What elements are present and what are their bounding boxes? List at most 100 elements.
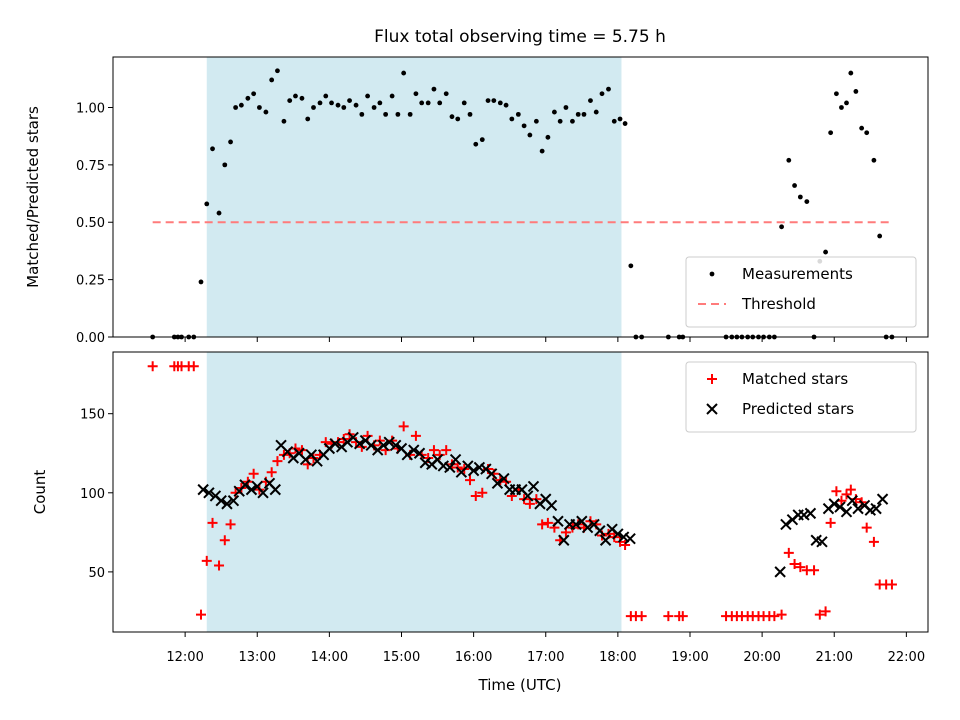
measurement-point xyxy=(823,249,828,255)
measurement-point xyxy=(299,95,305,101)
matched-point xyxy=(524,498,535,509)
x-tick-label: 15:00 xyxy=(383,650,420,665)
measurement-point xyxy=(779,224,784,230)
x-tick-label: 12:00 xyxy=(166,650,203,665)
legend-label: Predicted stars xyxy=(742,400,854,418)
matched-point xyxy=(831,486,842,497)
matched-point xyxy=(201,555,212,566)
predicted-point xyxy=(485,468,498,480)
measurement-point xyxy=(347,98,352,104)
matched-point xyxy=(441,445,452,456)
measurement-point xyxy=(611,118,617,124)
y-tick-label: 50 xyxy=(88,566,105,581)
x-tick-label: 22:00 xyxy=(888,650,925,665)
measurement-point xyxy=(281,118,287,124)
bottom-panel-legend: Matched stars Predicted stars xyxy=(685,361,917,433)
predicted-point xyxy=(390,439,402,452)
measurement-point xyxy=(275,68,280,74)
predicted-point xyxy=(852,502,864,515)
legend-label: Measurements xyxy=(742,265,853,283)
y-tick-label: 150 xyxy=(80,408,105,423)
x-axis-label: Time (UTC) xyxy=(478,676,562,694)
measurement-point xyxy=(455,116,461,122)
predicted-point xyxy=(444,461,456,474)
legend-marker xyxy=(706,403,718,415)
measurement-point xyxy=(251,91,257,97)
predicted-point xyxy=(491,477,504,490)
predicted-point xyxy=(449,453,462,466)
predicted-point xyxy=(834,501,846,513)
x-axis: 12:00 13:00 14:00 15:00 16:00 17:00 18:00 19:00… xyxy=(166,650,925,665)
measurement-point xyxy=(413,91,419,97)
measurement-point xyxy=(622,121,628,126)
y-tick-label: 0.50 xyxy=(76,216,105,231)
predicted-point xyxy=(215,494,227,507)
matched-point xyxy=(428,445,439,456)
measurement-point xyxy=(545,134,551,140)
measurement-point xyxy=(853,89,859,94)
measurement-point xyxy=(485,98,491,104)
matched-point xyxy=(266,467,277,478)
measurement-point xyxy=(228,139,233,145)
bottom-panel-y-axis-label: Count xyxy=(31,470,49,515)
y-tick-label: 0.25 xyxy=(76,274,105,289)
matched-point xyxy=(214,560,225,571)
x-tick-label: 19:00 xyxy=(671,650,708,665)
measurement-point xyxy=(467,111,473,117)
measurement-point xyxy=(848,70,854,76)
shaded-observing-span-top xyxy=(206,57,622,337)
measurement-point xyxy=(222,162,228,168)
measurement-point xyxy=(877,233,883,239)
predicted-point xyxy=(570,518,582,531)
matched-point xyxy=(207,517,218,528)
bottom-panel-counts: 50 100 150 Count Matched stars Predicted st… xyxy=(31,351,929,637)
measurement-point xyxy=(335,102,341,108)
x-tick-label: 18:00 xyxy=(599,650,636,665)
measurement-point xyxy=(359,111,365,117)
predicted-point xyxy=(612,528,624,540)
measurement-point xyxy=(287,98,293,104)
y-tick-label: 100 xyxy=(80,487,105,502)
predicted-point xyxy=(780,518,792,531)
measurement-point xyxy=(395,111,401,117)
predicted-point xyxy=(467,464,480,477)
measurement-point xyxy=(797,194,803,200)
predicted-point xyxy=(558,534,570,546)
predicted-point xyxy=(624,532,636,545)
measurement-point xyxy=(233,105,239,110)
matched-point xyxy=(776,609,787,620)
measurement-point xyxy=(503,102,509,108)
matched-point xyxy=(188,361,199,372)
measurement-point xyxy=(204,201,210,207)
measurement-point xyxy=(521,123,527,129)
top-panel-ratio: 0.00 0.25 0.50 0.75 1.00 Matched/Predicted s… xyxy=(24,56,929,346)
matched-point xyxy=(470,490,481,501)
predicted-point xyxy=(774,566,786,578)
measurement-point xyxy=(834,91,839,97)
x-tick-label: 14:00 xyxy=(311,650,348,665)
measurement-point xyxy=(509,116,515,122)
measurement-point xyxy=(443,91,449,97)
measurement-point xyxy=(431,86,437,92)
measurement-point xyxy=(198,279,204,285)
measurement-point xyxy=(527,132,533,138)
predicted-point xyxy=(804,507,817,520)
measurement-point xyxy=(245,95,251,101)
predicted-point xyxy=(353,438,366,450)
measurement-point xyxy=(786,157,792,163)
predicted-point xyxy=(498,472,510,485)
measurement-point xyxy=(533,118,539,124)
matched-point xyxy=(868,536,879,547)
measurement-point xyxy=(329,100,334,106)
legend-marker xyxy=(709,271,715,277)
matched-point xyxy=(809,565,820,576)
legend-label: Threshold xyxy=(741,295,816,313)
measurement-point xyxy=(864,130,870,136)
predicted-point xyxy=(401,449,413,461)
x-tick-label: 13:00 xyxy=(239,650,276,665)
y-tick-label: 1.00 xyxy=(76,101,105,116)
measurement-point xyxy=(257,105,262,110)
measurement-point xyxy=(293,93,298,99)
measurement-point xyxy=(401,70,407,76)
x-tick-label: 20:00 xyxy=(743,650,780,665)
